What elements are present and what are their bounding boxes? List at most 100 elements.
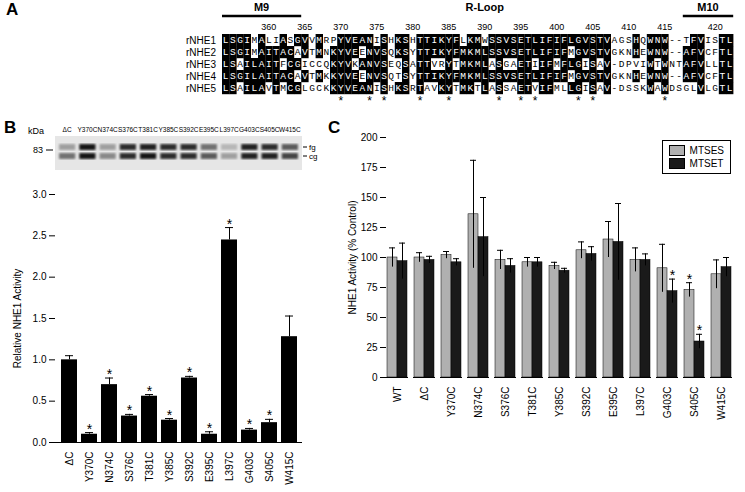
svg-text:S: S: [403, 59, 409, 70]
svg-text:W: W: [662, 71, 668, 82]
svg-text:A: A: [597, 59, 603, 70]
svg-text:N374C: N374C: [98, 126, 119, 133]
svg-text:I: I: [302, 59, 308, 70]
svg-text:A: A: [612, 35, 618, 46]
svg-text:V: V: [302, 35, 308, 46]
svg-text:S376C: S376C: [500, 387, 511, 418]
svg-text:1.0: 1.0: [33, 354, 47, 365]
svg-text:Y: Y: [338, 71, 344, 82]
svg-text:L: L: [482, 71, 488, 82]
svg-text:L: L: [561, 83, 567, 94]
svg-text:K: K: [331, 59, 337, 70]
svg-text:S392C: S392C: [179, 126, 199, 133]
svg-text:V: V: [633, 59, 639, 70]
svg-text:G: G: [295, 59, 301, 70]
svg-text:G: G: [504, 59, 510, 70]
svg-text:E: E: [518, 71, 524, 82]
svg-text:Y: Y: [446, 71, 452, 82]
svg-text:S: S: [633, 83, 639, 94]
svg-text:*: *: [670, 267, 676, 283]
svg-text:V: V: [604, 35, 610, 46]
svg-text:K: K: [439, 47, 445, 58]
svg-text:I: I: [583, 59, 589, 70]
svg-text:E395C: E395C: [608, 387, 619, 418]
svg-text:N: N: [367, 59, 373, 70]
svg-text:50: 50: [366, 312, 378, 323]
svg-text:G403C: G403C: [662, 387, 673, 419]
svg-text:F: F: [453, 35, 459, 46]
svg-text:V: V: [604, 71, 610, 82]
svg-text:G: G: [576, 47, 582, 58]
svg-text:*: *: [687, 271, 693, 287]
svg-text:Y370C: Y370C: [77, 126, 97, 133]
svg-text:S: S: [230, 71, 236, 82]
svg-text:T: T: [273, 47, 279, 58]
svg-text:T: T: [720, 71, 726, 82]
svg-text:I: I: [266, 47, 272, 58]
svg-text:G: G: [237, 71, 243, 82]
svg-text:F: F: [547, 71, 553, 82]
svg-text:*: *: [127, 402, 133, 418]
svg-text:S: S: [676, 83, 682, 94]
svg-text:A: A: [259, 47, 265, 58]
svg-text:R: R: [324, 35, 330, 46]
svg-text:K: K: [439, 83, 445, 94]
svg-text:0: 0: [372, 372, 378, 383]
svg-text:I: I: [540, 59, 546, 70]
svg-text:G: G: [576, 71, 582, 82]
svg-text:C: C: [705, 71, 711, 82]
svg-text:0.5: 0.5: [33, 395, 47, 406]
svg-text:W415C: W415C: [279, 126, 301, 133]
svg-text:Y: Y: [338, 83, 344, 94]
svg-text:W: W: [662, 35, 668, 46]
svg-text:A: A: [280, 35, 286, 46]
svg-text:H: H: [633, 35, 639, 46]
svg-text:S: S: [496, 35, 502, 46]
svg-text:E: E: [352, 83, 358, 94]
svg-text:E: E: [352, 47, 358, 58]
svg-text:*: *: [227, 216, 233, 232]
svg-text:125: 125: [361, 222, 378, 233]
svg-text:N: N: [367, 71, 373, 82]
svg-text:A: A: [360, 59, 366, 70]
svg-text:Y: Y: [446, 47, 452, 58]
svg-text:E: E: [640, 71, 646, 82]
svg-text:415: 415: [657, 22, 672, 32]
svg-text:K: K: [439, 35, 445, 46]
svg-text:V: V: [583, 71, 589, 82]
svg-text:25: 25: [366, 342, 378, 353]
svg-text:A: A: [489, 59, 495, 70]
svg-text:T: T: [417, 83, 423, 94]
svg-text:L: L: [727, 35, 733, 46]
svg-text:A: A: [259, 71, 265, 82]
svg-text:-: -: [612, 59, 618, 70]
svg-text:A: A: [360, 35, 366, 46]
svg-text:ΔC: ΔC: [419, 387, 430, 401]
svg-text:A: A: [259, 83, 265, 94]
svg-text:L397C: L397C: [220, 126, 239, 133]
svg-text:S: S: [403, 71, 409, 82]
svg-text:Y: Y: [410, 47, 416, 58]
svg-text:V: V: [432, 59, 438, 70]
svg-text:M: M: [475, 47, 481, 58]
svg-text:L: L: [691, 83, 697, 94]
svg-text:T: T: [676, 59, 682, 70]
svg-text:L397C: L397C: [224, 452, 235, 481]
svg-text:G403C: G403C: [239, 126, 260, 133]
svg-text:K: K: [331, 47, 337, 58]
svg-text:150: 150: [361, 192, 378, 203]
svg-text:T: T: [453, 59, 459, 70]
svg-text:V: V: [698, 47, 704, 58]
svg-text:I: I: [540, 71, 546, 82]
svg-text:T: T: [684, 35, 690, 46]
svg-text:M: M: [568, 47, 574, 58]
svg-text:H: H: [410, 35, 416, 46]
svg-text:385: 385: [441, 22, 456, 32]
svg-text:M: M: [554, 83, 560, 94]
svg-text:L: L: [727, 47, 733, 58]
svg-text:L: L: [302, 83, 308, 94]
svg-text:*: *: [107, 366, 113, 382]
svg-text:I: I: [244, 35, 250, 46]
svg-text:G: G: [295, 35, 301, 46]
svg-text:L: L: [727, 83, 733, 94]
